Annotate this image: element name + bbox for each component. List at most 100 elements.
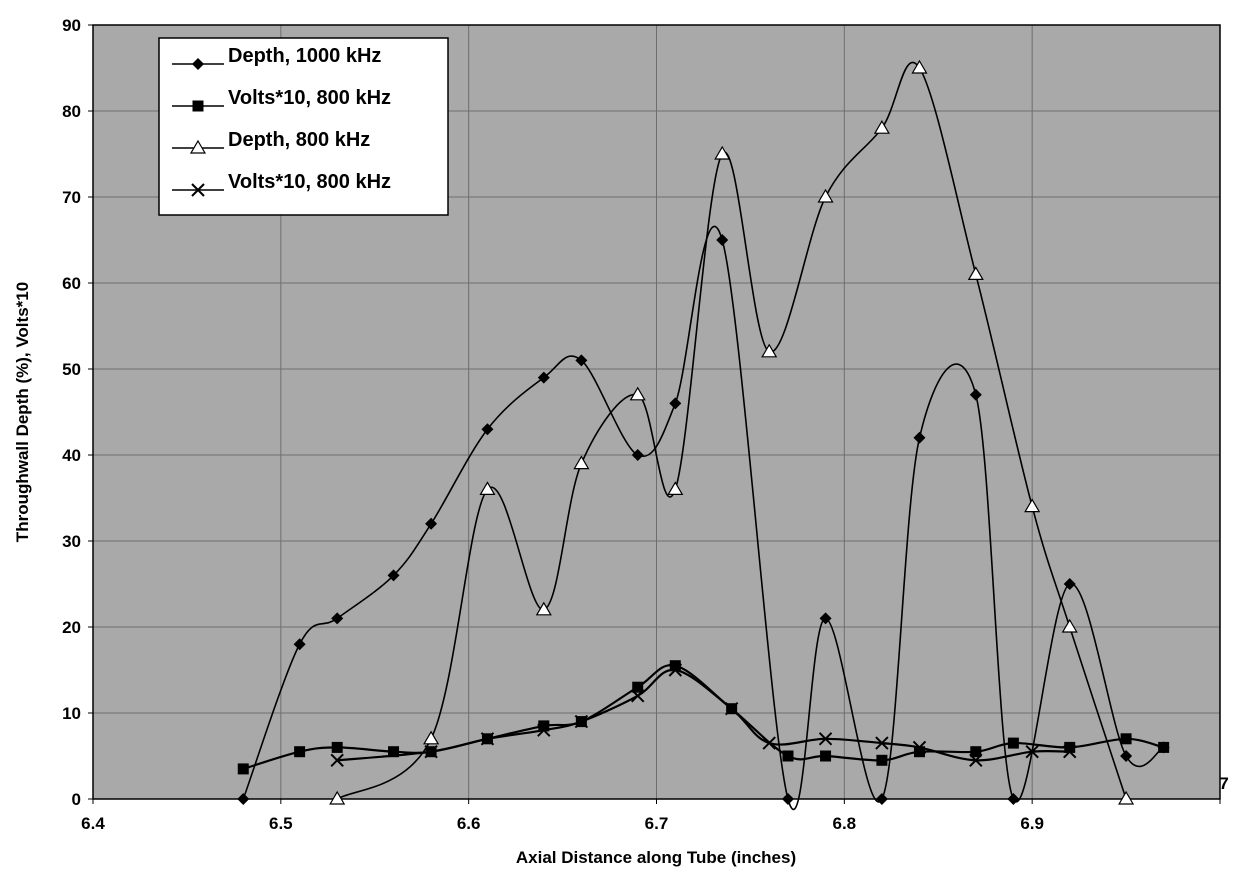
data-point (969, 753, 983, 768)
y-tick-label: 0 (72, 790, 81, 809)
x-tick-label: 7 (1219, 774, 1228, 793)
legend-item: Depth, 800 kHz (172, 129, 370, 154)
legend-item: Volts*10, 800 kHz (172, 87, 391, 112)
data-point (1120, 733, 1132, 745)
data-point (1120, 750, 1133, 762)
legend-marker (189, 139, 207, 154)
x-tick-label: 6.5 (269, 814, 293, 833)
legend-marker (191, 183, 205, 197)
legend-label: Volts*10, 800 kHz (228, 171, 391, 193)
data-point (331, 741, 343, 753)
data-point (537, 723, 551, 737)
y-axis-ticks: 0 10 20 30 40 50 60 70 80 90 (62, 16, 93, 809)
data-point (1118, 790, 1135, 805)
legend-item: Volts*10, 800 kHz (172, 171, 391, 197)
y-tick-label: 70 (62, 188, 81, 207)
x-tick-label: 6.9 (1020, 814, 1044, 833)
data-point (782, 750, 794, 762)
legend-box (158, 37, 449, 216)
data-point (480, 732, 495, 746)
y-tick-label: 30 (62, 532, 81, 551)
data-point (535, 601, 552, 616)
data-point (912, 740, 927, 755)
data-point (762, 736, 776, 750)
data-point (424, 744, 438, 759)
data-point (1007, 793, 1020, 805)
series-x (330, 663, 1077, 768)
series-line (336, 61, 1127, 800)
data-point (716, 234, 729, 246)
data-point (820, 750, 832, 762)
data-point (969, 388, 982, 401)
data-point (330, 753, 344, 768)
legend: Depth, 1000 kHz Volts*10, 800 kHz Depth, 8… (158, 37, 449, 216)
data-point (817, 188, 834, 203)
data-point (329, 790, 346, 805)
x-tick-label: 6.6 (457, 814, 481, 833)
data-point (724, 701, 739, 716)
data-point (667, 481, 684, 495)
data-point (818, 732, 833, 746)
data-point (631, 689, 645, 703)
data-point (575, 354, 588, 367)
data-point (876, 754, 888, 766)
data-point (1064, 741, 1076, 753)
data-point (632, 681, 644, 693)
y-tick-label: 10 (62, 704, 81, 723)
data-point (538, 720, 550, 732)
data-point (1063, 744, 1077, 759)
data-point (574, 714, 589, 729)
data-point (911, 59, 928, 74)
legend-label: Volts*10, 800 kHz (228, 87, 391, 109)
y-tick-label: 50 (62, 360, 81, 379)
data-point (293, 638, 306, 651)
data-point (668, 663, 682, 677)
data-point (819, 612, 832, 625)
data-point (1063, 578, 1076, 590)
series-line (242, 664, 1164, 770)
series-diamond (237, 225, 1170, 811)
data-point (875, 793, 888, 805)
data-point (1158, 741, 1170, 753)
data-point (629, 386, 646, 401)
data-point (669, 660, 681, 672)
data-point (1024, 498, 1041, 513)
x-tick-label: 6.4 (81, 814, 105, 833)
data-point (1061, 618, 1078, 633)
data-point (875, 736, 889, 750)
data-point (573, 455, 590, 470)
series-line (242, 225, 1165, 811)
data-point (387, 569, 400, 582)
x-axis-title: Axial Distance along Tube (inches) (516, 848, 796, 867)
legend-label: Depth, 1000 kHz (228, 45, 381, 67)
legend-marker (192, 58, 204, 70)
data-point (1025, 744, 1039, 759)
series-triangle (329, 59, 1135, 805)
data-point (1007, 737, 1019, 749)
data-point (479, 481, 496, 495)
data-point (913, 746, 925, 758)
data-point (761, 343, 778, 358)
data-point (481, 423, 494, 436)
data-point (237, 763, 249, 775)
series-layer (237, 59, 1170, 811)
data-point (294, 746, 306, 758)
legend-item: Depth, 1000 kHz (172, 45, 381, 70)
data-point (537, 371, 550, 384)
y-axis-title: Throughwall Depth (%), Volts*10 (13, 282, 32, 542)
data-point (237, 793, 250, 805)
y-tick-label: 80 (62, 102, 81, 121)
data-point (913, 431, 926, 444)
y-tick-label: 60 (62, 274, 81, 293)
data-point (388, 746, 400, 758)
data-point (873, 120, 890, 134)
legend-label: Depth, 800 kHz (228, 129, 370, 151)
data-point (970, 746, 982, 758)
data-point (967, 266, 984, 280)
x-tick-label: 6.7 (645, 814, 669, 833)
x-tick-label: 6.8 (833, 814, 857, 833)
data-point (423, 730, 440, 745)
data-point (781, 793, 794, 805)
data-point (631, 449, 644, 461)
